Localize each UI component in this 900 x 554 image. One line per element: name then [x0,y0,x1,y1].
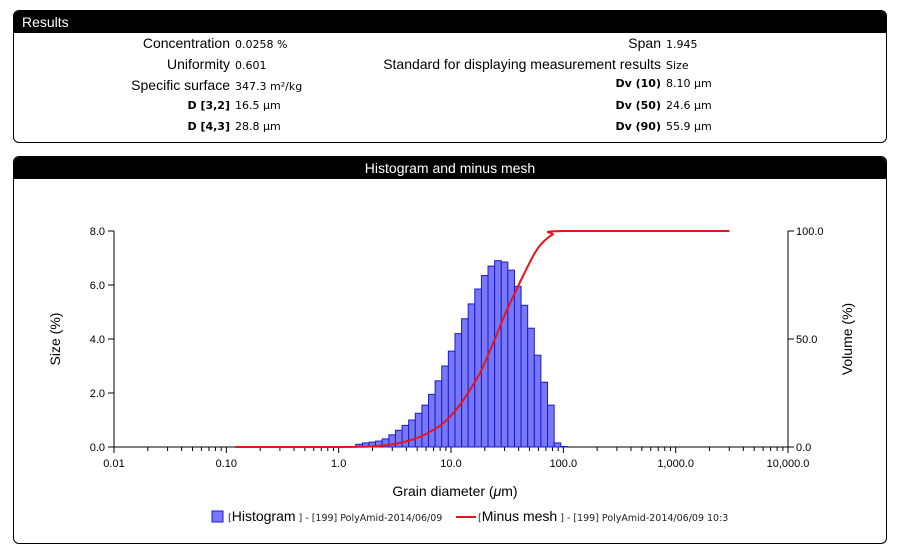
result-row-right-1: Standard for displaying measurement resu… [14,56,689,72]
histogram-bar [454,333,463,448]
histogram-bar [527,327,535,448]
legend-histogram-swatch [211,510,224,523]
result-label: Specific surface [131,77,230,93]
result-label: Span [628,35,661,51]
histogram-bar [494,260,502,448]
result-row-left-0: Concentration 0.0258 % [14,35,288,51]
legend: [Histogram] - [199] PolyAmid-2014/06/09 [… [211,508,728,524]
histogram-bar [540,381,549,448]
x-tick-label: 1.0 [331,458,346,470]
y-right-axis-title: Volume (%) [839,303,855,375]
result-row-right-4: Dv (90) 55.9 µm [14,120,712,133]
histogram-bar [447,350,456,448]
result-row-right-2: Dv (10) 8.10 µm [14,77,712,90]
histogram-bar [414,412,423,448]
result-label: Dv (50) [615,99,662,112]
result-label: D [3,2] [187,99,230,112]
result-value: Size [666,59,689,72]
x-tick-label: 0.10 [216,458,237,470]
result-value: 24.6 µm [666,99,712,112]
histogram-bar [421,404,430,448]
result-value: 28.8 µm [235,120,281,133]
histogram-bar [553,442,562,448]
result-row-right-0: Span 1.945 [14,35,698,51]
histogram-bar [401,424,410,448]
result-label: Dv (90) [615,120,662,133]
result-label: Dv (10) [615,77,662,90]
histogram-bar [547,404,555,448]
results-header: Results [14,11,886,33]
histogram-bar [487,265,496,448]
result-value: 0.0258 % [235,38,288,51]
y-left-axis-title: Size (%) [47,313,63,366]
histogram-bars [355,260,568,448]
chart-header: Histogram and minus mesh [14,157,886,179]
y-left-tick-label: 8.0 [90,226,105,238]
legend-histogram-label: [Histogram] - [199] PolyAmid-2014/06/09 [228,508,442,524]
histogram-bar [408,419,416,448]
result-label: Concentration [142,35,230,51]
x-tick-label: 100.0 [550,458,578,470]
x-tick-label: 10.0 [440,458,461,470]
histogram-bar [441,365,449,448]
result-row-right-3: Dv (50) 24.6 µm [14,99,712,112]
minus-mesh-line [235,230,730,448]
result-value: 55.9 µm [666,120,712,133]
chart-panel: Histogram and minus mesh 0.01 0.10 1.0 10.0… [13,156,887,544]
histogram-bar [461,318,469,448]
x-axis-title: Grain diameter (μm) [392,483,517,499]
results-panel: Results Concentration 0.0258 % Uniformity 0… [13,10,887,143]
y-right-tick-label: 100.0 [796,226,824,238]
histogram-bar [500,261,509,448]
x-tick-label: 0.01 [103,458,124,470]
result-label: D [4,3] [187,120,230,133]
x-tick-label: 1,000.0 [657,458,694,470]
y-right-tick-label: 0.0 [796,442,811,454]
histogram-chart: 0.01 0.10 1.0 10.0 100.0 1,000.0 10,000.0 0.0 2.… [47,226,855,524]
result-value: 347.3 m²/kg [235,80,303,93]
y-left-tick-label: 4.0 [90,334,105,346]
x-tick-label: 10,000.0 [767,458,810,470]
histogram-bar [428,393,436,448]
result-value: 0.601 [235,59,267,72]
result-row-left-2: Specific surface 347.3 m²/kg [14,77,302,93]
histogram-bar [520,304,529,448]
y-left-tick-label: 2.0 [90,388,105,400]
histogram-bar [513,285,522,448]
result-value: 16.5 µm [235,99,281,112]
result-label: Standard for displaying measurement resu… [383,56,661,72]
result-value: 1.945 [666,38,698,51]
y-left-tick-label: 6.0 [90,280,105,292]
histogram-bar [434,380,443,448]
y-right-tick-label: 50.0 [796,334,817,346]
legend-minus-mesh-label: [Minus mesh] - [199] PolyAmid-2014/06/09… [478,508,728,524]
result-value: 8.10 µm [666,77,712,90]
result-row-left-4: D [4,3] 28.8 µm [14,120,281,133]
result-row-left-3: D [3,2] 16.5 µm [14,99,281,112]
histogram-bar [560,445,568,448]
result-label: Uniformity [166,56,230,72]
histogram-bar [467,303,476,448]
result-row-left-1: Uniformity 0.601 [14,56,267,72]
y-left-tick-label: 0.0 [90,442,105,454]
histogram-bar [533,354,542,448]
histogram-bar [474,288,482,448]
